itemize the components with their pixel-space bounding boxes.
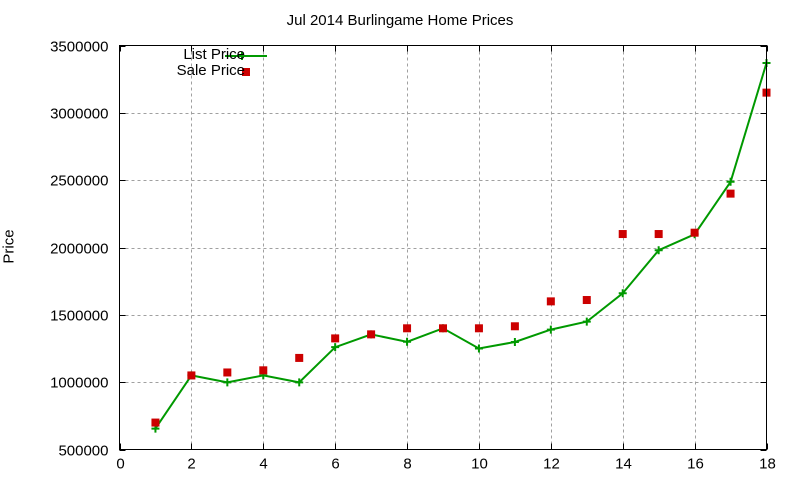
sale-price-point <box>223 368 232 377</box>
sale-price-point <box>582 296 591 305</box>
y-tick-label: 2500000 <box>50 173 108 190</box>
y-tick-label: 1000000 <box>50 375 108 392</box>
legend-list-label: List Price <box>183 46 245 63</box>
list-price-point <box>223 378 232 387</box>
y-tick-label: 500000 <box>58 443 108 460</box>
sale-price-point <box>367 330 376 339</box>
list-price-series <box>151 59 771 433</box>
x-tick-label: 18 <box>759 456 776 473</box>
x-tick-label: 8 <box>403 456 411 473</box>
sale-price-point <box>151 418 160 427</box>
y-axis-label: Price <box>0 229 18 264</box>
x-tick-label: 12 <box>543 456 560 473</box>
list-price-point <box>726 177 735 186</box>
legend <box>225 52 267 76</box>
sale-price-point <box>654 230 663 239</box>
x-tick-label: 16 <box>687 456 704 473</box>
list-price-point <box>618 289 627 298</box>
list-price-point <box>546 325 555 334</box>
sale-price-point <box>474 324 483 333</box>
grid-lines <box>119 45 767 450</box>
list-price-point <box>654 246 663 255</box>
legend-sale-square-icon <box>242 68 250 76</box>
sale-price-point <box>259 366 268 375</box>
plot-frame <box>119 45 767 450</box>
x-tick-label: 2 <box>187 456 195 473</box>
x-tick-label: 14 <box>615 456 632 473</box>
sale-price-point <box>690 228 699 237</box>
list-price-point <box>510 338 519 347</box>
y-tick-label: 2000000 <box>50 241 108 258</box>
sale-price-point <box>439 324 447 333</box>
x-tick-label: 10 <box>471 456 488 473</box>
sale-price-point <box>546 297 555 306</box>
list-price-point <box>474 344 483 353</box>
list-price-line <box>154 62 768 430</box>
x-tick-label: 4 <box>259 456 267 473</box>
sale-price-point <box>403 324 412 333</box>
sale-price-point <box>510 322 519 331</box>
sale-price-point <box>618 230 627 239</box>
list-price-point <box>582 317 591 326</box>
sale-price-point <box>726 189 735 198</box>
y-tick-label: 3500000 <box>50 39 108 56</box>
x-tick-label: 6 <box>331 456 339 473</box>
list-price-point <box>403 337 412 346</box>
axis-ticks: 0 2 4 6 8 10 12 14 16 18 500000 1000000 1500000 20000… <box>50 39 776 473</box>
sale-price-point <box>187 371 196 380</box>
legend-sale-label: Sale Price <box>176 62 245 79</box>
y-tick-label: 3000000 <box>50 106 108 123</box>
list-price-point <box>331 343 340 352</box>
sale-price-point <box>331 334 340 343</box>
x-tick-label: 0 <box>116 456 124 473</box>
sale-price-point <box>295 353 304 362</box>
list-price-point <box>295 378 304 387</box>
sale-price-series <box>151 88 771 427</box>
y-tick-label: 1500000 <box>50 308 108 325</box>
chart-title: Jul 2014 Burlingame Home Prices <box>286 12 514 29</box>
